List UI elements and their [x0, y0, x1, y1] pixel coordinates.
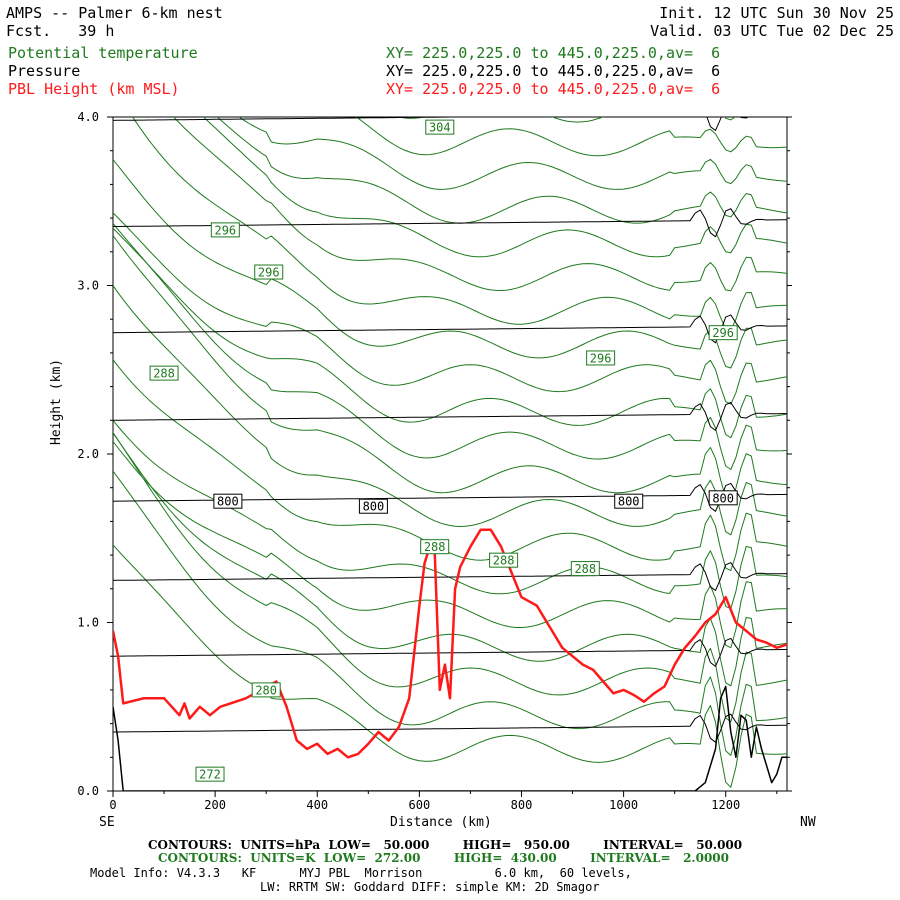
theta-contour	[216, 117, 787, 224]
theta-label-box	[149, 365, 179, 381]
x-axis-label: Distance (km)	[390, 815, 492, 830]
footer-theta-contours: CONTOURS: UNITS=K LOW= 272.00 HIGH= 430.…	[158, 851, 729, 865]
legend-pressure-name: Pressure	[8, 62, 81, 80]
init-time: Init. 12 UTC Sun 30 Nov 25	[659, 4, 894, 22]
footer-model-info: Model Info: V4.3.3 KF MYJ PBL Morrison 6…	[90, 866, 632, 880]
theta-contour	[113, 470, 787, 756]
theta-contour	[113, 159, 787, 369]
theta-label: 280	[255, 683, 277, 697]
theta-contour	[113, 544, 787, 788]
y-tick-label: 0.0	[77, 784, 99, 798]
terrain-line	[113, 685, 787, 791]
x-tick-label: 800	[511, 798, 533, 812]
theta-label: 296	[214, 223, 236, 237]
footer-physics: LW: RRTM SW: Goddard DIFF: simple KM: 2D…	[260, 880, 600, 894]
pressure-contour	[113, 637, 787, 667]
x-end-left: SE	[99, 815, 115, 830]
forecast-hour: Fcst. 39 h	[6, 22, 115, 40]
pressure-label: 800	[712, 491, 734, 505]
theta-label-box	[251, 682, 281, 698]
theta-label: 288	[153, 367, 175, 381]
x-tick-label: 1200	[711, 798, 740, 812]
theta-contour	[238, 117, 787, 190]
theta-contour	[113, 420, 787, 610]
theta-label: 296	[712, 326, 734, 340]
theta-label-box	[425, 119, 455, 135]
pressure-contour	[113, 562, 787, 591]
legend-theta-xy: XY= 225.0,225.0 to 445.0,225.0,av= 6	[386, 44, 721, 62]
chart-title: AMPS -- Palmer 6-km nest	[6, 4, 223, 22]
pressure-label-box	[358, 498, 388, 514]
pressure-label-box	[614, 493, 644, 509]
theta-label-box	[586, 350, 616, 366]
theta-label: 288	[574, 562, 596, 576]
theta-label-box	[420, 539, 450, 555]
theta-label: 296	[590, 351, 612, 365]
x-tick-label: 200	[204, 798, 226, 812]
pressure-label-box	[213, 493, 243, 509]
valid-time: Valid. 03 UTC Tue 02 Dec 25	[650, 22, 894, 40]
theta-contour	[113, 212, 787, 405]
legend-theta-name: Potential temperature	[8, 44, 198, 62]
theta-contour	[113, 432, 787, 687]
legend-pbl-xy: XY= 225.0,225.0 to 445.0,225.0,av= 6	[386, 80, 721, 98]
x-tick-label: 1000	[609, 798, 638, 812]
y-tick-label: 4.0	[77, 110, 99, 124]
theta-contour	[113, 441, 787, 649]
pbl-height-line	[113, 528, 787, 759]
theta-contour	[113, 285, 787, 536]
legend-pbl-name: PBL Height (km MSL)	[8, 80, 180, 98]
theta-label: 296	[258, 266, 280, 280]
pressure-contour	[113, 402, 787, 431]
pressure-contour	[113, 314, 787, 344]
pressure-label: 800	[618, 495, 640, 509]
x-tick-label: 600	[409, 798, 431, 812]
x-end-right: NW	[800, 815, 816, 830]
theta-label-box	[489, 552, 519, 568]
theta-contour	[113, 223, 787, 470]
pressure-contour	[113, 117, 750, 131]
pressure-label: 800	[217, 495, 239, 509]
theta-label-box	[195, 766, 225, 782]
theta-contour	[113, 359, 787, 572]
footer-pressure-contours: CONTOURS: UNITS=hPa LOW= 50.000 HIGH= 95…	[148, 838, 743, 852]
contour-group	[113, 117, 787, 791]
x-tick-label: 0	[109, 798, 116, 812]
y-axis-label: Height (km)	[49, 358, 64, 445]
theta-contour	[397, 117, 736, 123]
theta-contour	[113, 235, 787, 502]
legend-pressure-xy: XY= 225.0,225.0 to 445.0,225.0,av= 6	[386, 62, 721, 80]
theta-contour	[113, 227, 787, 439]
theta-contour	[355, 117, 787, 157]
theta-label-box	[254, 264, 284, 280]
y-tick-label: 2.0	[77, 447, 99, 461]
theta-contour	[131, 117, 787, 331]
pressure-label-box	[708, 490, 738, 506]
theta-contour	[172, 117, 787, 292]
theta-contour	[202, 117, 787, 258]
theta-label-box	[210, 222, 240, 238]
x-tick-label: 400	[306, 798, 328, 812]
theta-label-box	[708, 325, 738, 341]
theta-label: 288	[424, 540, 446, 554]
theta-label-box	[570, 561, 600, 577]
y-tick-label: 1.0	[77, 616, 99, 630]
y-tick-label: 3.0	[77, 279, 99, 293]
theta-label: 272	[199, 768, 221, 782]
theta-label: 304	[429, 121, 451, 135]
theta-label: 288	[493, 554, 515, 568]
pressure-contour	[113, 713, 787, 743]
pressure-label: 800	[363, 500, 385, 514]
